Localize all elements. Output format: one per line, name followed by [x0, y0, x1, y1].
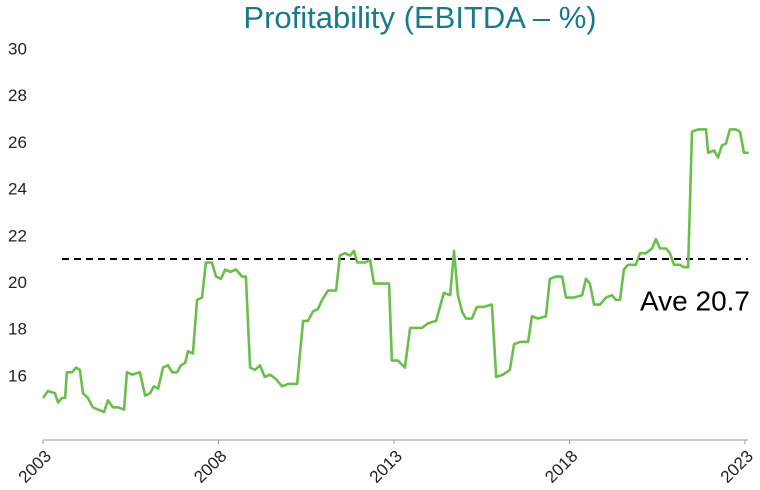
- x-tick-label: 2008: [190, 447, 230, 487]
- y-tick-label: 30: [8, 39, 27, 58]
- y-tick-label: 20: [8, 273, 27, 292]
- chart-title: Profitability (EBITDA – %): [243, 0, 596, 35]
- y-tick-label: 28: [8, 86, 27, 105]
- y-tick-label: 26: [8, 133, 27, 152]
- y-tick-label: 16: [8, 366, 27, 385]
- x-tick-label: 2018: [541, 447, 581, 487]
- y-tick-label: 24: [8, 180, 27, 199]
- y-tick-label: 22: [8, 226, 27, 245]
- average-label: Ave 20.7: [640, 285, 750, 316]
- y-tick-label: 18: [8, 320, 27, 339]
- x-tick-label: 2013: [366, 447, 406, 487]
- data-line: [41, 128, 749, 414]
- x-tick-label: 2003: [15, 447, 55, 487]
- x-tick-label: 2023: [717, 447, 757, 487]
